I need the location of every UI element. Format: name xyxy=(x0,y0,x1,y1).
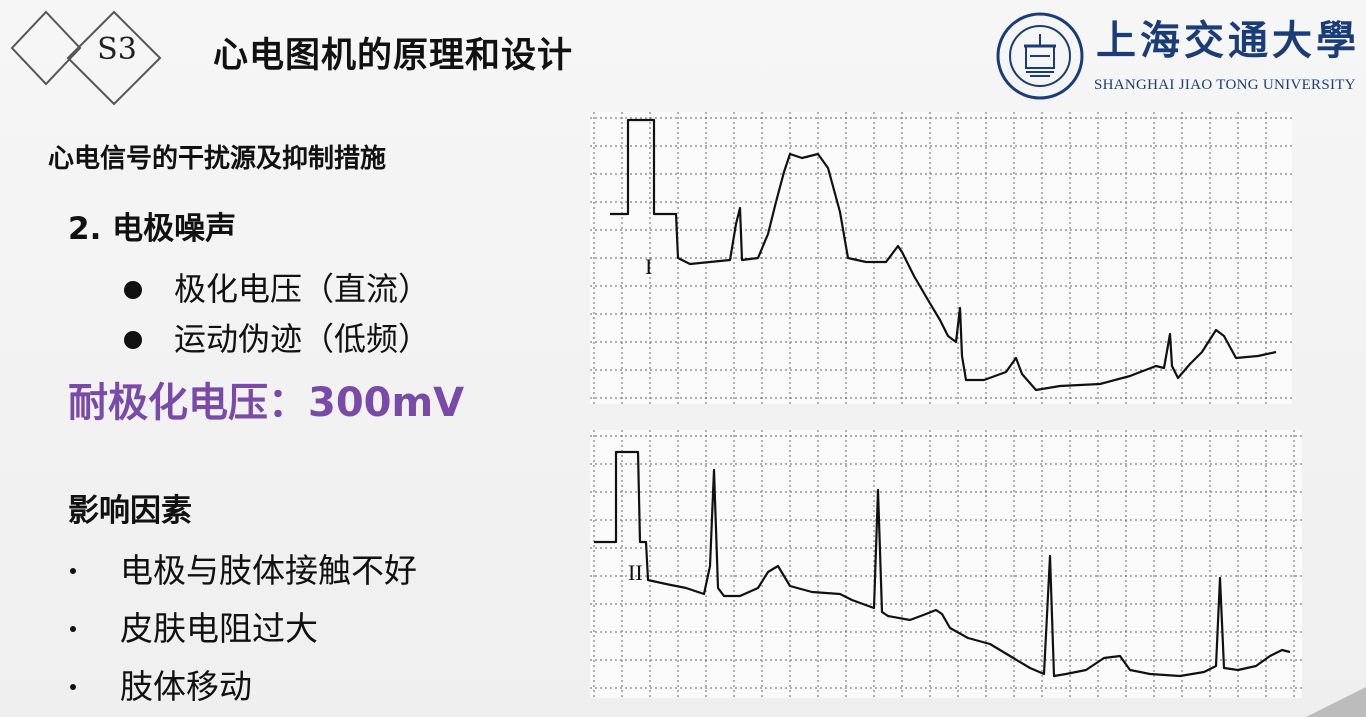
university-name-cn: 上海交通大學 xyxy=(1096,17,1360,64)
list-item: 肢体移动 xyxy=(68,658,417,716)
lead-label: II xyxy=(628,560,643,585)
subtitle: 心电信号的干扰源及抑制措施 xyxy=(48,144,387,174)
section-diamond-icon xyxy=(10,10,162,106)
ecg-grid xyxy=(590,430,1302,698)
bullet-icon xyxy=(124,281,142,299)
list-item: 电极与肢体接触不好 xyxy=(68,542,417,600)
ecg-trace xyxy=(594,450,1291,678)
university-name-en: SHANGHAI JIAO TONG UNIVERSITY xyxy=(1094,77,1356,93)
polarization-voltage-highlight: 耐极化电压：300mV xyxy=(68,380,465,426)
noise-type-list: 极化电压（直流） 运动伪迹（低频） xyxy=(122,264,430,364)
list-item: 运动伪迹（低频） xyxy=(122,314,430,364)
factors-list: 电极与肢体接触不好 皮肤电阻过大 肢体移动 xyxy=(68,542,417,716)
bullet-icon xyxy=(70,568,76,574)
bullet-icon xyxy=(124,331,142,349)
ecg-trace xyxy=(610,118,1277,392)
ecg-strip-lead-2: II xyxy=(590,430,1302,698)
bullet-icon xyxy=(70,626,76,632)
factors-title: 影响因素 xyxy=(68,493,192,529)
section-label: S3 xyxy=(97,32,137,67)
list-item: 皮肤电阻过大 xyxy=(68,600,417,658)
ecg-grid xyxy=(590,112,1292,404)
lead-label: I xyxy=(645,254,652,279)
list-item: 极化电压（直流） xyxy=(122,264,430,314)
corner-decoration xyxy=(1306,687,1366,717)
section-heading: 2. 电极噪声 xyxy=(68,211,237,247)
page-title: 心电图机的原理和设计 xyxy=(213,36,574,76)
university-seal-icon xyxy=(996,12,1084,100)
ecg-strip-lead-1: I xyxy=(590,112,1292,404)
bullet-icon xyxy=(70,684,76,690)
